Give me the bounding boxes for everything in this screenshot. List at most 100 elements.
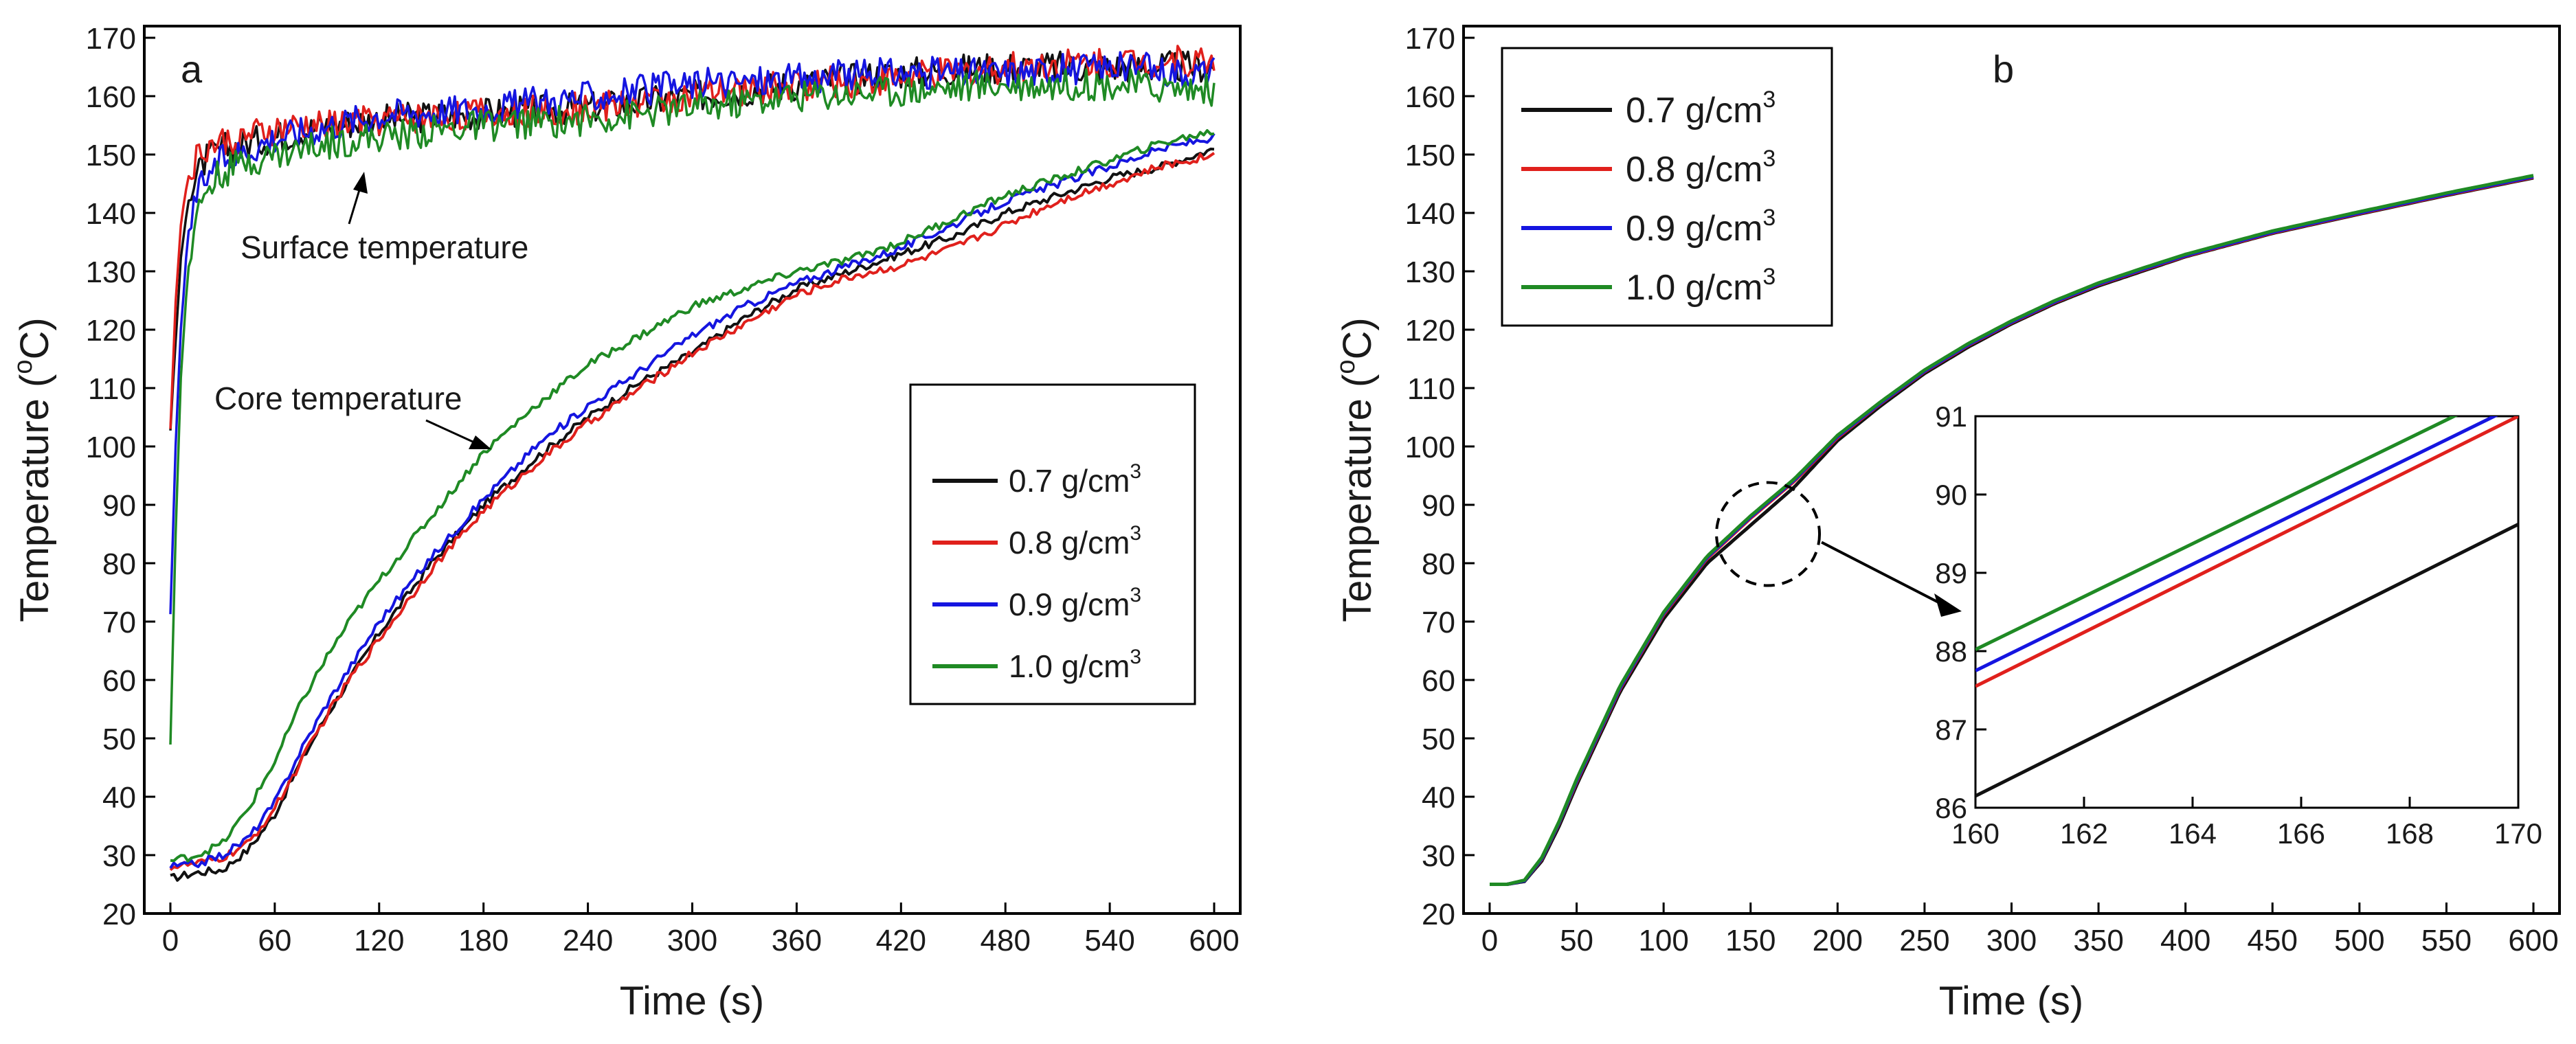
panel-a-xtick-label: 540 bbox=[1084, 924, 1134, 957]
inset-plot: 160 162 164 166 168 170 86 87 88 89 90 91 bbox=[1935, 400, 2542, 850]
panel-b-xtick-label: 300 bbox=[1986, 924, 2037, 957]
legend-b-label-09: 0.9 g/cm3 bbox=[1626, 205, 1776, 249]
zoom-region-marker bbox=[1715, 481, 1822, 587]
panel-b-ytick-label: 40 bbox=[1422, 781, 1455, 815]
legend-b-item-08: 0.8 g/cm3 bbox=[1521, 146, 1776, 190]
panel-b-ytick-label: 150 bbox=[1405, 139, 1455, 172]
panel-a-ytick-label: 70 bbox=[102, 606, 136, 639]
panel-b-series bbox=[1490, 174, 2534, 886]
panel-a-ytick-label: 170 bbox=[86, 22, 136, 56]
series-line-3 bbox=[1490, 174, 2534, 886]
legend-b-item-07: 0.7 g/cm3 bbox=[1521, 87, 1776, 130]
panel-b-ytick-label: 120 bbox=[1405, 314, 1455, 348]
legend-b-label-07: 0.7 g/cm3 bbox=[1626, 87, 1776, 130]
surface-annotation-arrow bbox=[348, 185, 362, 225]
panel-b-xtick-label: 200 bbox=[1813, 924, 1863, 957]
legend-b-label-10: 1.0 g/cm3 bbox=[1626, 264, 1776, 308]
panel-b-ytick-label: 50 bbox=[1422, 723, 1455, 756]
core-line-0 bbox=[170, 147, 1215, 882]
panel-a-xtick-label: 600 bbox=[1189, 924, 1239, 957]
panel-b-ytick-label: 80 bbox=[1422, 547, 1455, 581]
inset-ytick-label: 90 bbox=[1935, 479, 1967, 511]
core-line-3 bbox=[170, 129, 1215, 863]
panel-a-ytick-label: 160 bbox=[86, 80, 136, 114]
inset-xtick-label: 164 bbox=[2169, 817, 2217, 850]
surface-line-3 bbox=[169, 68, 1216, 745]
panel-a-ytick-label: 20 bbox=[102, 898, 136, 931]
inset-xtick-label: 168 bbox=[2386, 817, 2434, 850]
panel-a-xtick-label: 0 bbox=[162, 924, 179, 957]
inset-frame bbox=[1974, 415, 2520, 809]
zoom-arrow bbox=[1821, 541, 1945, 606]
panel-b-xtick-label: 350 bbox=[2073, 924, 2123, 957]
panel-a-ytick-label: 30 bbox=[102, 839, 136, 873]
legend-a-item-08: 0.8 g/cm3 bbox=[932, 522, 1141, 560]
core-arrow-head-icon bbox=[469, 435, 491, 449]
panel-b: 0 50 100 150 200 250 300 350 400 450 500 550 600 20 30… bbox=[1332, 22, 2561, 1023]
inset-xtick-label: 170 bbox=[2494, 817, 2542, 850]
legend-b-label-08: 0.8 g/cm3 bbox=[1626, 146, 1776, 190]
legend-a-item-09: 0.9 g/cm3 bbox=[932, 584, 1141, 622]
panel-a-legend: 0.7 g/cm3 0.8 g/cm3 0.9 g/cm3 1.0 g/cm3 bbox=[909, 383, 1196, 705]
panel-a-ytick-label: 100 bbox=[86, 431, 136, 464]
panel-a-ytick-label: 50 bbox=[102, 723, 136, 756]
legend-b-item-09: 0.9 g/cm3 bbox=[1521, 205, 1776, 249]
panel-a-ytick-label: 80 bbox=[102, 547, 136, 581]
panel-b-xtick-label: 600 bbox=[2508, 924, 2558, 957]
panel-a-xtick-label: 180 bbox=[458, 924, 508, 957]
inset-ticks: 160 162 164 166 168 170 86 87 88 89 90 91 bbox=[1935, 400, 2542, 850]
inset-ytick-label: 91 bbox=[1935, 400, 1967, 433]
inset-line-2 bbox=[1975, 416, 2498, 672]
inset-ytick-label: 87 bbox=[1935, 714, 1967, 746]
panel-a-xtick-label: 120 bbox=[354, 924, 404, 957]
core-annotation: Core temperature bbox=[214, 381, 462, 416]
panel-b-ytick-label: 90 bbox=[1422, 489, 1455, 523]
panel-a-xtick-label: 420 bbox=[876, 924, 926, 957]
panel-a-xtick-label: 60 bbox=[258, 924, 291, 957]
panel-b-xtick-label: 400 bbox=[2160, 924, 2210, 957]
panel-a-xlabel: Time (s) bbox=[620, 979, 764, 1023]
zoom-arrow-head-icon bbox=[1934, 593, 1962, 617]
panel-b-xtick-label: 450 bbox=[2248, 924, 2298, 957]
panel-b-ticks: 0 50 100 150 200 250 300 350 400 450 500 550 600 20 30… bbox=[1405, 22, 2559, 957]
panel-b-xtick-label: 500 bbox=[2334, 924, 2384, 957]
panel-b-label: b bbox=[1993, 47, 2014, 91]
panel-b-ytick-label: 170 bbox=[1405, 22, 1455, 56]
inset-line-3 bbox=[1975, 416, 2459, 651]
surface-annotation: Surface temperature bbox=[240, 229, 528, 265]
core-line-1 bbox=[169, 152, 1216, 872]
panel-a-xtick-label: 360 bbox=[772, 924, 822, 957]
panel-a-xtick-label: 300 bbox=[667, 924, 717, 957]
inset-xtick-label: 166 bbox=[2277, 817, 2325, 850]
panel-a-ytick-label: 140 bbox=[86, 197, 136, 231]
panel-b-ytick-label: 110 bbox=[1407, 372, 1455, 406]
panel-b-ytick-label: 100 bbox=[1405, 431, 1455, 464]
panel-a-xtick-label: 240 bbox=[563, 924, 613, 957]
inset-series bbox=[1975, 416, 2518, 798]
panel-b-ytick-label: 140 bbox=[1405, 197, 1455, 231]
panel-b-ytick-label: 70 bbox=[1422, 606, 1455, 639]
panel-b-ytick-label: 20 bbox=[1422, 898, 1455, 931]
surface-arrow-head-icon bbox=[353, 172, 368, 194]
panel-b-ylabel: Temperature (oC) bbox=[1332, 317, 1380, 622]
legend-a-label-08: 0.8 g/cm3 bbox=[1009, 522, 1141, 560]
panel-b-xtick-label: 250 bbox=[1899, 924, 1949, 957]
inset-ytick-label: 86 bbox=[1935, 792, 1967, 824]
inset-xtick-label: 162 bbox=[2060, 817, 2108, 850]
panel-a-series bbox=[169, 45, 1216, 882]
panel-a-xtick-label: 480 bbox=[981, 924, 1031, 957]
legend-a-label-10: 1.0 g/cm3 bbox=[1009, 646, 1141, 684]
panel-a-ytick-label: 40 bbox=[102, 781, 136, 815]
legend-a-item-10: 1.0 g/cm3 bbox=[932, 646, 1141, 684]
inset-ytick-label: 89 bbox=[1935, 557, 1967, 589]
panel-b-xlabel: Time (s) bbox=[1939, 979, 2083, 1023]
panel-b-ytick-label: 160 bbox=[1405, 80, 1455, 114]
legend-a-item-07: 0.7 g/cm3 bbox=[932, 460, 1141, 499]
panel-a: 0 60 120 180 240 300 360 420 480 540 600 20 30 40 50 60… bbox=[9, 22, 1242, 1023]
panel-b-legend: 0.7 g/cm3 0.8 g/cm3 0.9 g/cm3 1.0 g/cm3 bbox=[1501, 47, 1833, 327]
legend-a-label-09: 0.9 g/cm3 bbox=[1009, 584, 1141, 622]
panel-b-ytick-label: 60 bbox=[1422, 664, 1455, 698]
panel-b-xtick-label: 550 bbox=[2421, 924, 2472, 957]
panel-a-label: a bbox=[181, 47, 203, 91]
panel-a-ylabel: Temperature (oC) bbox=[9, 317, 57, 622]
